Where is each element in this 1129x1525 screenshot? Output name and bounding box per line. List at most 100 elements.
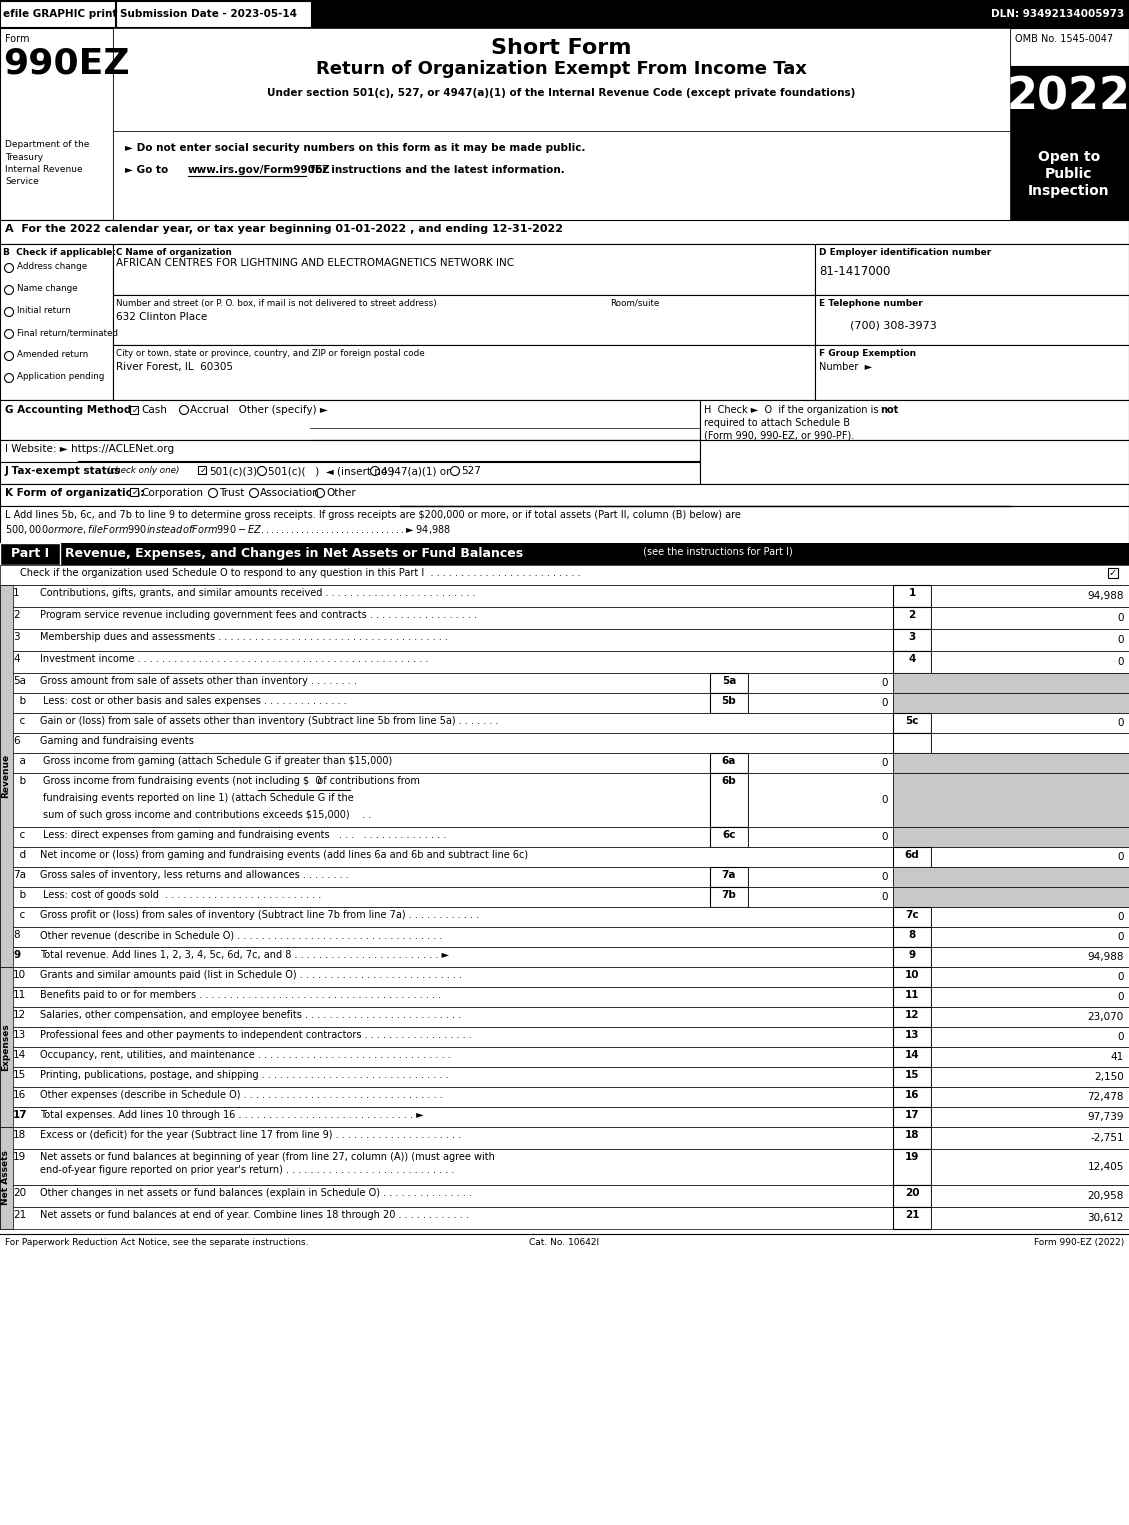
- Bar: [0, 1185, 1129, 1206]
- Bar: [710, 827, 749, 846]
- Text: 0: 0: [882, 833, 889, 842]
- Bar: [931, 967, 1129, 987]
- Text: for instructions and the latest information.: for instructions and the latest informat…: [307, 165, 564, 175]
- Text: 20,958: 20,958: [1087, 1191, 1124, 1202]
- Text: 501(c)(   )  ◄ (insert no.): 501(c)( ) ◄ (insert no.): [268, 467, 394, 476]
- Bar: [931, 1127, 1129, 1148]
- Text: www.irs.gov/Form990EZ: www.irs.gov/Form990EZ: [189, 165, 331, 175]
- Bar: [931, 1107, 1129, 1127]
- Text: efile GRAPHIC print: efile GRAPHIC print: [3, 9, 117, 18]
- Text: Number  ►: Number ►: [819, 361, 872, 372]
- Bar: [931, 734, 1129, 753]
- Bar: [931, 628, 1129, 651]
- Text: Gain or (loss) from sale of assets other than inventory (Subtract line 5b from l: Gain or (loss) from sale of assets other…: [40, 717, 499, 726]
- Bar: [931, 1185, 1129, 1206]
- Bar: [1010, 140, 1129, 220]
- Text: 0: 0: [1118, 932, 1124, 942]
- Text: 8: 8: [909, 930, 916, 939]
- Text: 0: 0: [882, 892, 889, 901]
- Text: A  For the 2022 calendar year, or tax year beginning 01-01-2022 , and ending 12-: A For the 2022 calendar year, or tax yea…: [5, 224, 563, 233]
- Text: Less: cost or other basis and sales expenses . . . . . . . . . . . . . .: Less: cost or other basis and sales expe…: [43, 695, 347, 706]
- Text: 0: 0: [1118, 657, 1124, 666]
- Text: Investment income . . . . . . . . . . . . . . . . . . . . . . . . . . . . . . . : Investment income . . . . . . . . . . . …: [40, 654, 428, 663]
- Text: Cat. No. 10642I: Cat. No. 10642I: [530, 1238, 599, 1247]
- Bar: [0, 907, 1129, 927]
- Text: 0: 0: [1118, 971, 1124, 982]
- Text: Gross sales of inventory, less returns and allowances . . . . . . . .: Gross sales of inventory, less returns a…: [40, 869, 349, 880]
- Text: Professional fees and other payments to independent contractors . . . . . . . . : Professional fees and other payments to …: [40, 1029, 472, 1040]
- Text: 0: 0: [1118, 634, 1124, 645]
- Text: Salaries, other compensation, and employee benefits . . . . . . . . . . . . . . : Salaries, other compensation, and employ…: [40, 1010, 461, 1020]
- Bar: [931, 1068, 1129, 1087]
- Text: Net assets or fund balances at beginning of year (from line 27, column (A)) (mus: Net assets or fund balances at beginning…: [40, 1151, 495, 1162]
- Text: 5a: 5a: [721, 676, 736, 686]
- Text: 9: 9: [14, 950, 20, 961]
- Bar: [893, 651, 931, 673]
- Text: 6d: 6d: [904, 849, 919, 860]
- Text: 41: 41: [1111, 1052, 1124, 1061]
- Text: Printing, publications, postage, and shipping . . . . . . . . . . . . . . . . . : Printing, publications, postage, and shi…: [40, 1071, 448, 1080]
- Text: 0: 0: [1118, 912, 1124, 923]
- Bar: [0, 714, 1129, 734]
- Text: 94,988: 94,988: [1087, 952, 1124, 962]
- Bar: [0, 827, 1129, 846]
- Text: Submission Date - 2023-05-14: Submission Date - 2023-05-14: [120, 9, 297, 18]
- Text: 0: 0: [1118, 852, 1124, 862]
- Text: Service: Service: [5, 177, 38, 186]
- Text: K Form of organization:: K Form of organization:: [5, 488, 145, 499]
- Bar: [0, 400, 700, 441]
- Text: a: a: [14, 756, 26, 766]
- Bar: [893, 714, 931, 734]
- Text: 10: 10: [14, 970, 26, 981]
- Bar: [0, 1068, 1129, 1087]
- Text: Less: cost of goods sold  . . . . . . . . . . . . . . . . . . . . . . . . . .: Less: cost of goods sold . . . . . . . .…: [43, 891, 322, 900]
- Bar: [815, 294, 1129, 345]
- Text: 97,739: 97,739: [1087, 1112, 1124, 1122]
- Text: 12: 12: [904, 1010, 919, 1020]
- Bar: [893, 673, 1129, 692]
- Text: fundraising events reported on line 1) (attach Schedule G if the: fundraising events reported on line 1) (…: [43, 793, 353, 804]
- Text: Inspection: Inspection: [1029, 185, 1110, 198]
- Bar: [710, 753, 749, 773]
- Text: ► Go to: ► Go to: [125, 165, 172, 175]
- Bar: [893, 1048, 931, 1068]
- Text: Number and street (or P. O. box, if mail is not delivered to street address): Number and street (or P. O. box, if mail…: [116, 299, 437, 308]
- Text: 1: 1: [909, 589, 916, 598]
- Bar: [815, 345, 1129, 400]
- Text: 14: 14: [904, 1051, 919, 1060]
- Bar: [0, 673, 1129, 692]
- Bar: [0, 987, 1129, 1007]
- Text: 3: 3: [14, 631, 19, 642]
- Bar: [0, 607, 1129, 628]
- Text: 9: 9: [909, 950, 916, 961]
- Text: ✓: ✓: [200, 467, 207, 474]
- Bar: [931, 607, 1129, 628]
- Bar: [0, 506, 1129, 546]
- Bar: [1108, 567, 1118, 578]
- Text: Public: Public: [1045, 168, 1093, 181]
- Text: 0: 0: [882, 679, 889, 688]
- Bar: [0, 967, 1129, 987]
- Bar: [700, 400, 1129, 441]
- Text: 2: 2: [14, 610, 19, 621]
- Text: 5a: 5a: [14, 676, 26, 686]
- Text: Form: Form: [5, 34, 29, 44]
- Text: of contributions from: of contributions from: [259, 776, 420, 785]
- Text: Part I: Part I: [11, 547, 49, 560]
- Bar: [893, 1006, 931, 1026]
- Bar: [700, 441, 1129, 483]
- Text: Open to: Open to: [1038, 149, 1100, 165]
- Bar: [113, 244, 815, 294]
- Bar: [931, 1048, 1129, 1068]
- Bar: [815, 244, 1129, 294]
- Text: 0: 0: [882, 698, 889, 708]
- Bar: [0, 543, 60, 564]
- Text: 6c: 6c: [723, 830, 736, 840]
- Bar: [0, 1087, 1129, 1107]
- Text: d: d: [14, 849, 26, 860]
- Bar: [116, 2, 310, 27]
- Bar: [893, 1127, 931, 1148]
- Text: 18: 18: [904, 1130, 919, 1141]
- Text: 20: 20: [14, 1188, 26, 1199]
- Bar: [0, 564, 1129, 586]
